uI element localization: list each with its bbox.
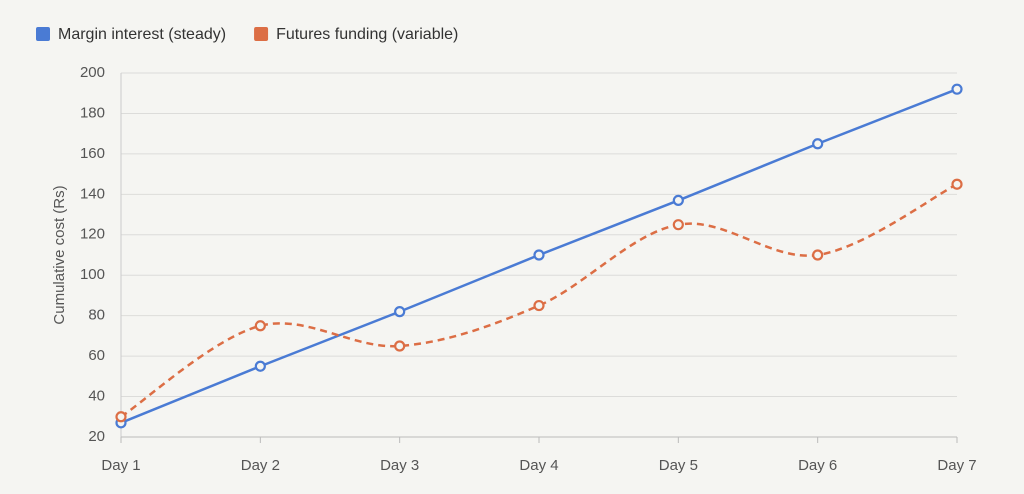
legend-swatch [36, 27, 50, 41]
y-tick-label: 20 [88, 428, 105, 445]
y-tick-label: 40 [88, 388, 105, 405]
y-tick-label: 100 [80, 266, 105, 283]
x-tick-label: Day 4 [519, 457, 558, 474]
y-tick-label: 80 [88, 307, 105, 324]
data-point [254, 320, 266, 332]
y-tick-label: 60 [88, 347, 105, 364]
x-tick-label: Day 6 [798, 457, 837, 474]
x-tick-label: Day 1 [101, 457, 140, 474]
x-tick-label: Day 7 [937, 457, 976, 474]
x-tick-label: Day 2 [241, 457, 280, 474]
x-tick-label: Day 3 [380, 457, 419, 474]
legend-label: Margin interest (steady) [58, 26, 226, 43]
y-tick-label: 200 [80, 64, 105, 81]
data-point [672, 219, 684, 231]
data-point [394, 306, 406, 318]
data-point [951, 83, 963, 95]
data-point [812, 138, 824, 150]
data-point [951, 178, 963, 190]
data-point [812, 249, 824, 261]
data-point [533, 249, 545, 261]
y-tick-label: 160 [80, 145, 105, 162]
data-point [254, 360, 266, 372]
y-tick-label: 140 [80, 185, 105, 202]
x-tick-label: Day 5 [659, 457, 698, 474]
y-tick-label: 120 [80, 226, 105, 243]
legend-swatch [254, 27, 269, 41]
data-point [672, 194, 684, 206]
data-point [394, 340, 406, 352]
legend-label: Futures funding (variable) [276, 26, 458, 43]
y-axis-label: Cumulative cost (Rs) [51, 185, 68, 324]
y-tick-label: 180 [80, 104, 105, 121]
data-point [533, 299, 545, 312]
data-point [115, 411, 127, 423]
